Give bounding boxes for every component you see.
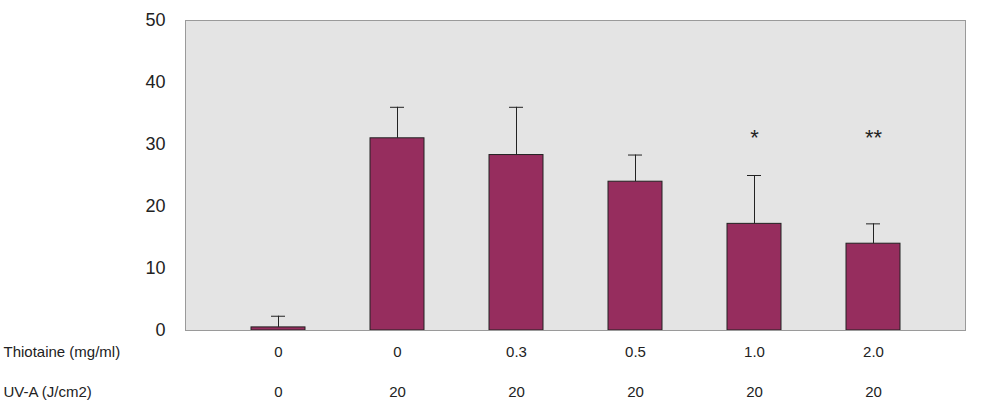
svg-text:50: 50 [145,10,165,30]
svg-text:2.0: 2.0 [863,343,884,360]
svg-text:0: 0 [393,343,401,360]
svg-text:30: 30 [145,134,165,154]
svg-text:0: 0 [155,320,165,340]
svg-text:0: 0 [274,383,282,400]
svg-text:0: 0 [274,343,282,360]
svg-text:0.5: 0.5 [625,343,646,360]
svg-text:1.0: 1.0 [744,343,765,360]
svg-text:20: 20 [746,383,763,400]
svg-text:20: 20 [389,383,406,400]
svg-text:10: 10 [145,258,165,278]
svg-text:20: 20 [508,383,525,400]
svg-text:UV-A (J/cm2): UV-A (J/cm2) [4,383,92,400]
svg-text:20: 20 [145,196,165,216]
svg-text:20: 20 [865,383,882,400]
svg-text:20: 20 [627,383,644,400]
svg-text:40: 40 [145,72,165,92]
svg-text:0.3: 0.3 [506,343,527,360]
svg-text:*: * [750,125,759,150]
svg-text:Thiotaine (mg/ml): Thiotaine (mg/ml) [4,343,121,360]
svg-text:**: ** [865,125,883,150]
